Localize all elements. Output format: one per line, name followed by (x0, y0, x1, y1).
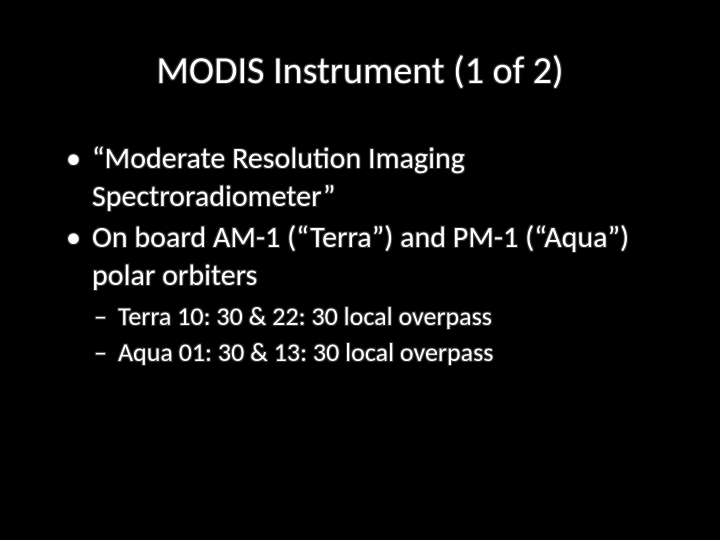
slide-title: MODIS Instrument (1 of 2) (0, 48, 720, 94)
bullet-l2: Terra 10: 30 & 22: 30 local overpass (92, 300, 658, 334)
bullet-l1: On board AM-1 (“Terra”) and PM-1 (“Aqua”… (62, 219, 658, 294)
bullet-l2: Aqua 01: 30 & 13: 30 local overpass (92, 336, 658, 370)
bullet-text: On board AM-1 (“Terra”) and PM-1 (“Aqua”… (92, 219, 629, 294)
bullet-text: “Moderate Resolution Imaging Spectroradi… (92, 140, 465, 215)
bullet-l1: “Moderate Resolution Imaging Spectroradi… (62, 140, 658, 215)
bullet-text: Aqua 01: 30 & 13: 30 local overpass (118, 336, 493, 368)
bullet-text: Terra 10: 30 & 22: 30 local overpass (118, 300, 492, 332)
slide: MODIS Instrument (1 of 2) “Moderate Reso… (0, 0, 720, 540)
slide-body: “Moderate Resolution Imaging Spectroradi… (62, 140, 658, 372)
